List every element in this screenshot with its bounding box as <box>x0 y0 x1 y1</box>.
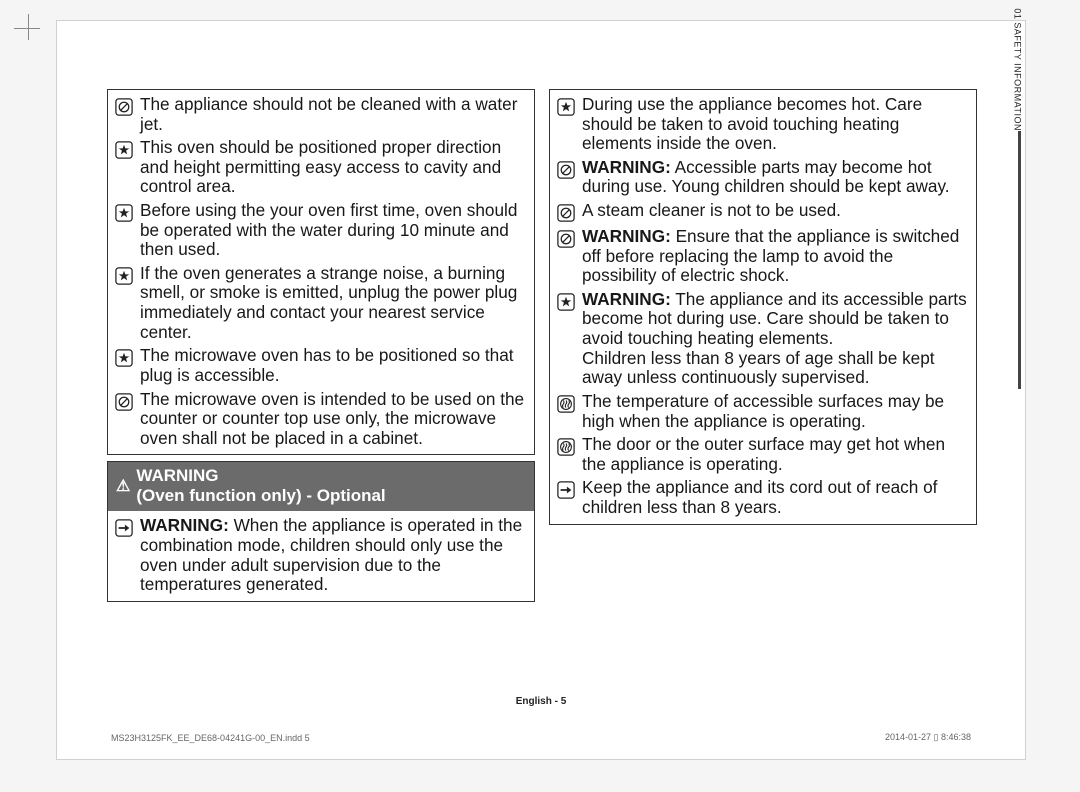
item-text: During use the appliance becomes hot. Ca… <box>582 95 970 154</box>
item-text: Before using the your oven first time, o… <box>140 201 528 260</box>
safety-item: The microwave oven is intended to be use… <box>114 388 528 451</box>
safety-block: During use the appliance becomes hot. Ca… <box>549 89 977 525</box>
warning-triangle-icon: ⚠ <box>116 476 130 496</box>
safety-item: The door or the outer surface may get ho… <box>556 433 970 476</box>
safety-item: Before using the your oven first time, o… <box>114 199 528 262</box>
safety-item: The microwave oven has to be positioned … <box>114 344 528 387</box>
item-text: This oven should be positioned proper di… <box>140 138 528 197</box>
item-list: The appliance should not be cleaned with… <box>108 90 534 454</box>
safety-block: The appliance should not be cleaned with… <box>107 89 535 455</box>
item-text: WARNING: The appliance and its accessibl… <box>582 290 970 388</box>
item-text: WARNING: Ensure that the appliance is sw… <box>582 227 970 286</box>
heading-line2: (Oven function only) - Optional <box>136 486 385 505</box>
heading-line1: WARNING <box>136 466 218 485</box>
item-text: A steam cleaner is not to be used. <box>582 201 970 221</box>
hot-surface-icon <box>556 394 576 414</box>
item-text: If the oven generates a strange noise, a… <box>140 264 528 342</box>
hot-surface-icon <box>556 437 576 457</box>
content-columns: The appliance should not be cleaned with… <box>107 89 977 602</box>
page-number: English - 5 <box>57 696 1025 707</box>
prohibit-icon <box>556 160 576 180</box>
star-box-icon <box>114 203 134 223</box>
prohibit-icon <box>556 203 576 223</box>
safety-item: This oven should be positioned proper di… <box>114 136 528 199</box>
tab-bar <box>1018 131 1021 389</box>
section-tab: 01 SAFETY INFORMATION <box>995 131 1021 391</box>
item-list: WARNING: When the appliance is operated … <box>108 511 534 600</box>
footer-timestamp: 2014-01-27 ▯ 8:46:38 <box>885 732 971 743</box>
item-text: The microwave oven has to be positioned … <box>140 346 528 385</box>
item-text: The door or the outer surface may get ho… <box>582 435 970 474</box>
item-text: The appliance should not be cleaned with… <box>140 95 528 134</box>
document-page: The appliance should not be cleaned with… <box>56 20 1026 760</box>
prohibit-icon <box>114 97 134 117</box>
safety-item: WARNING: When the appliance is operated … <box>114 514 528 596</box>
warning-block: ⚠ WARNING (Oven function only) - Optiona… <box>107 461 535 601</box>
safety-item: During use the appliance becomes hot. Ca… <box>556 93 970 156</box>
arrow-box-icon <box>556 480 576 500</box>
left-column: The appliance should not be cleaned with… <box>107 89 535 602</box>
safety-item: WARNING: Ensure that the appliance is sw… <box>556 225 970 288</box>
item-text: WARNING: When the appliance is operated … <box>140 516 528 594</box>
heading-text: WARNING (Oven function only) - Optional <box>136 466 385 506</box>
star-box-icon <box>556 97 576 117</box>
item-text: The temperature of accessible surfaces m… <box>582 392 970 431</box>
prohibit-icon <box>114 392 134 412</box>
item-list: During use the appliance becomes hot. Ca… <box>550 90 976 524</box>
item-text: Keep the appliance and its cord out of r… <box>582 478 970 517</box>
arrow-box-icon <box>114 518 134 538</box>
safety-item: If the oven generates a strange noise, a… <box>114 262 528 344</box>
prohibit-icon <box>556 229 576 249</box>
crop-marks <box>14 14 46 46</box>
right-column: During use the appliance becomes hot. Ca… <box>549 89 977 602</box>
safety-item: WARNING: Accessible parts may become hot… <box>556 156 970 199</box>
safety-item: The appliance should not be cleaned with… <box>114 93 528 136</box>
tab-label: 01 SAFETY INFORMATION <box>1013 8 1023 131</box>
warning-heading: ⚠ WARNING (Oven function only) - Optiona… <box>108 462 534 511</box>
star-box-icon <box>556 292 576 312</box>
star-box-icon <box>114 348 134 368</box>
footer-file-info: MS23H3125FK_EE_DE68-04241G-00_EN.indd 5 <box>111 733 310 743</box>
star-box-icon <box>114 266 134 286</box>
safety-item: The temperature of accessible surfaces m… <box>556 390 970 433</box>
star-box-icon <box>114 140 134 160</box>
safety-item: A steam cleaner is not to be used. <box>556 199 970 225</box>
safety-item: WARNING: The appliance and its accessibl… <box>556 288 970 390</box>
item-text: WARNING: Accessible parts may become hot… <box>582 158 970 197</box>
item-text: The microwave oven is intended to be use… <box>140 390 528 449</box>
safety-item: Keep the appliance and its cord out of r… <box>556 476 970 519</box>
